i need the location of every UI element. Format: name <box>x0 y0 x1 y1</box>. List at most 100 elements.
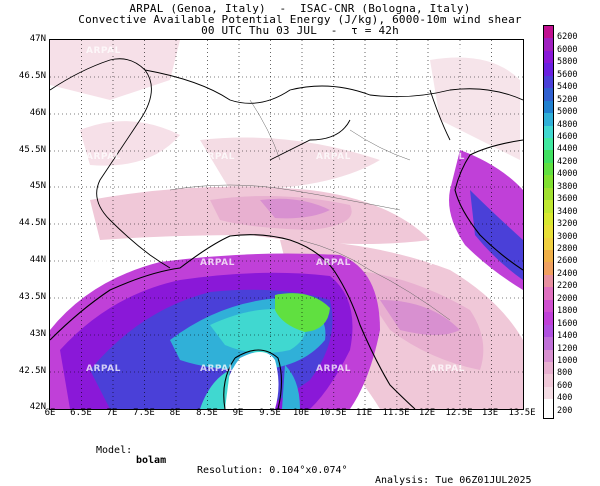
lat-label-44: 44N <box>29 255 46 265</box>
colorbar-label: 1600 <box>557 318 578 329</box>
lat-label-43-5: 43.5N <box>18 292 46 302</box>
footer: Model: bolam Resolution: 0.104°x0.074° A… <box>0 436 600 486</box>
colorbar-segment <box>544 349 553 363</box>
title-block: ARPAL (Genoa, Italy) - ISAC-CNR (Bologna… <box>0 3 600 36</box>
coastline <box>50 139 523 409</box>
colorbar-segment <box>544 362 553 375</box>
colorbar-label: 1400 <box>557 331 578 342</box>
resolution-text: Resolution: 0.104°x0.074° <box>197 465 348 476</box>
watermark: ARPAL <box>200 364 235 374</box>
colorbar-label: 3600 <box>557 194 578 205</box>
colorbar-label: 3400 <box>557 206 578 217</box>
colorbar-label: 2000 <box>557 293 578 304</box>
colorbar-segment <box>544 200 553 214</box>
colorbar-label: 400 <box>557 393 573 404</box>
map-panel: ARPAL ARPAL ARPAL ARPAL ARPAL ARPAL ARPA… <box>49 39 524 410</box>
colorbar-segment <box>544 187 553 201</box>
colorbar-segment <box>544 399 553 413</box>
lon-label-10-5: 10.5E <box>319 408 347 418</box>
colorbar-label: 4200 <box>557 156 578 167</box>
watermark: ARPAL <box>200 258 235 268</box>
lon-label-13-5: 13.5E <box>508 408 536 418</box>
colorbar-label: 1000 <box>557 356 578 366</box>
cape-field <box>50 40 523 409</box>
watermark: ARPAL <box>316 258 351 268</box>
title-line-1: ARPAL (Genoa, Italy) - ISAC-CNR (Bologna… <box>129 2 471 15</box>
colorbar-label: 2800 <box>557 244 578 254</box>
watermark: ARPAL <box>430 46 465 56</box>
watermark: ARPAL <box>430 364 465 374</box>
colorbar-label: 5800 <box>557 57 578 68</box>
watermark: ARPAL <box>316 152 351 162</box>
colorbar-label: 2400 <box>557 268 578 279</box>
colorbar-label: 5200 <box>557 94 578 105</box>
watermark: ARPAL <box>86 152 121 162</box>
colorbar-label: 5400 <box>557 82 578 93</box>
colorbar-label: 800 <box>557 368 573 379</box>
lat-label-45-5: 45.5N <box>18 145 46 155</box>
colorbar-label: 1800 <box>557 306 578 317</box>
title-line-3: 00 UTC Thu 03 JUL - τ = 42h <box>201 24 399 37</box>
colorbar-label: 5600 <box>557 69 578 80</box>
lat-label-45: 45N <box>29 181 46 191</box>
colorbar-label: 4000 <box>557 169 578 180</box>
lon-label-11: 11E <box>355 408 373 418</box>
colorbar-label: 2600 <box>557 256 578 267</box>
lon-label-7: 7E <box>106 408 118 418</box>
lat-label-42: 42N <box>29 402 46 412</box>
colorbar-segment <box>544 274 553 288</box>
colorbar-segment <box>544 262 553 276</box>
colorbar-label: 1200 <box>557 343 578 354</box>
lon-label-13: 13E <box>481 408 499 418</box>
lon-label-11-5: 11.5E <box>382 408 410 418</box>
colorbar-segment <box>544 225 553 239</box>
lat-label-46-5: 46.5N <box>18 71 46 81</box>
colorbar-segment <box>544 26 553 39</box>
watermark: ARPAL <box>86 364 121 374</box>
watermark: ARPAL <box>430 258 465 268</box>
colorbar-segment <box>544 150 553 164</box>
colorbar-segment <box>544 75 553 89</box>
colorbar-segment <box>544 312 553 326</box>
colorbar-label: 6000 <box>557 44 578 55</box>
analysis-text: Analysis: Tue 06Z01JUL2025 <box>375 475 532 486</box>
colorbar-label: 3200 <box>557 219 578 230</box>
colorbar-label: 4400 <box>557 144 578 155</box>
colorbar-label: 4800 <box>557 119 578 130</box>
colorbar-label: 200 <box>557 405 573 416</box>
lon-label-7-5: 7.5E <box>133 408 155 418</box>
colorbar-label: 3800 <box>557 181 578 192</box>
colorbar-segment <box>544 50 553 64</box>
colorbar-segment <box>544 38 553 52</box>
lon-label-12-5: 12.5E <box>445 408 473 418</box>
lon-label-8-5: 8.5E <box>196 408 218 418</box>
lat-label-44-5: 44.5N <box>18 218 46 228</box>
lon-label-12: 12E <box>418 408 436 418</box>
watermark: ARPAL <box>200 152 235 162</box>
lon-label-6: 6E <box>44 408 56 418</box>
colorbar-label: 4600 <box>557 132 578 142</box>
colorbar-segment <box>544 337 553 351</box>
colorbar-segment <box>544 63 553 77</box>
lon-label-10: 10E <box>292 408 310 418</box>
colorbar-segment <box>544 386 553 400</box>
lon-label-6-5: 6.5E <box>70 408 92 418</box>
colorbar-segment <box>544 113 553 127</box>
watermark: ARPAL <box>200 46 235 56</box>
colorbar-segment <box>544 100 553 114</box>
model-value: bolam <box>136 455 167 466</box>
watermark: ARPAL <box>86 46 121 56</box>
colorbar-segment <box>544 162 553 176</box>
watermark: ARPAL <box>86 258 121 268</box>
colorbar-label: 3000 <box>557 231 578 242</box>
country-borders <box>50 58 523 269</box>
colorbar-label: 600 <box>557 380 573 391</box>
lon-label-8: 8E <box>169 408 181 418</box>
graticule <box>50 40 523 409</box>
lat-label-42-5: 42.5N <box>18 366 46 376</box>
colorbar-segment <box>544 237 553 251</box>
colorbar-segment <box>544 287 553 301</box>
model-label: Model: <box>96 445 133 456</box>
watermark: ARPAL <box>316 46 351 56</box>
lat-label-43: 43N <box>29 329 46 339</box>
